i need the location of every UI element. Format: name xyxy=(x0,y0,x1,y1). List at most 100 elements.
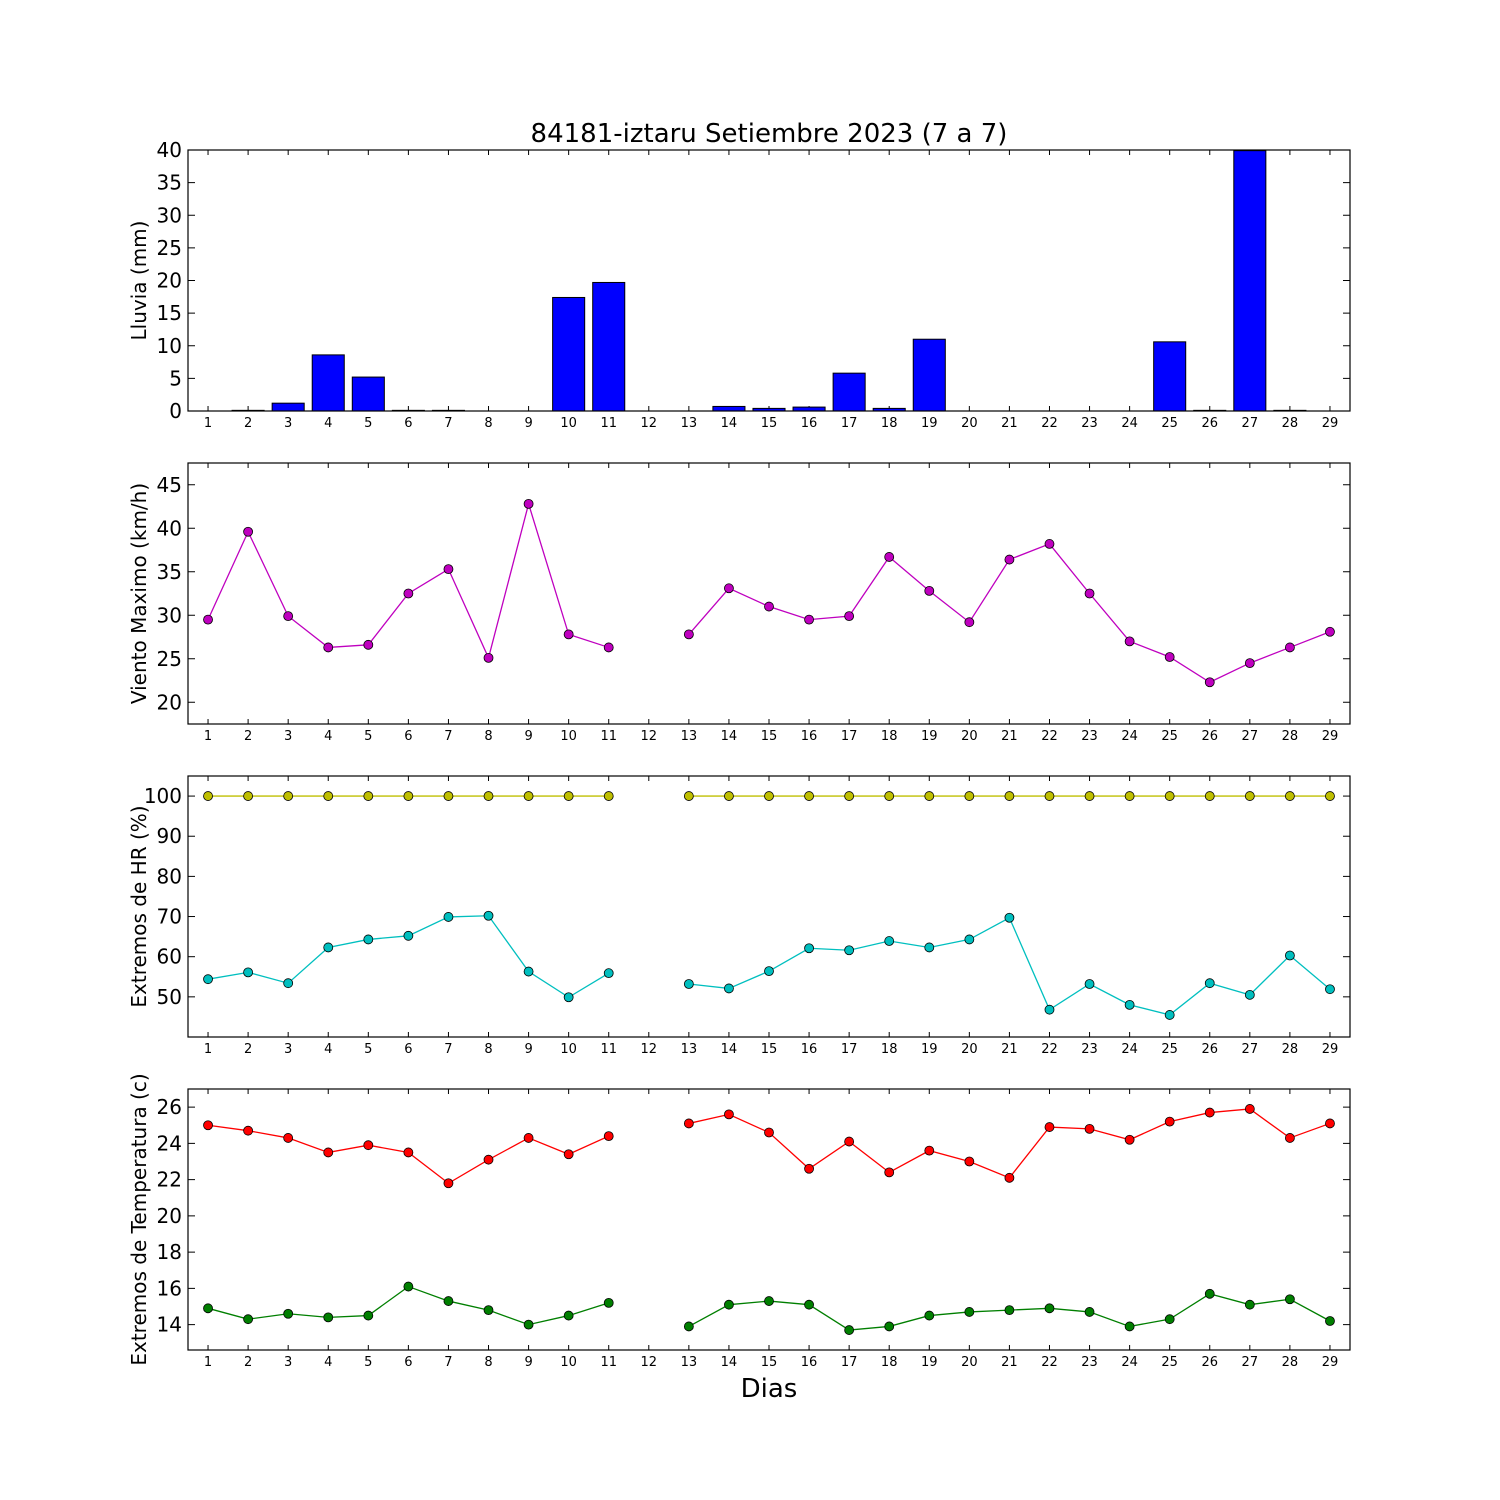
data-point xyxy=(1244,989,1255,1000)
data-point xyxy=(403,1147,414,1158)
x-tick-label: 12 xyxy=(641,1355,658,1370)
x-tick-label: 22 xyxy=(1041,416,1058,431)
data-point xyxy=(323,942,334,953)
y-axis-label: Viento Maximo (km/h) xyxy=(127,483,151,704)
data-point xyxy=(924,942,935,953)
data-point xyxy=(844,791,855,801)
x-tick-label: 23 xyxy=(1081,1355,1098,1370)
data-point xyxy=(884,1167,895,1178)
data-point xyxy=(884,791,895,801)
data-point xyxy=(1204,978,1215,989)
y-tick-label: 20 xyxy=(157,269,182,293)
data-point xyxy=(603,1297,614,1308)
y-tick-label: 40 xyxy=(157,516,182,540)
data-point xyxy=(1044,791,1055,801)
bar xyxy=(832,372,866,412)
data-point xyxy=(1164,1010,1175,1020)
data-point xyxy=(363,1310,374,1321)
data-point xyxy=(1164,1314,1175,1325)
y-tick-label: 0 xyxy=(169,399,182,423)
data-point xyxy=(283,978,294,989)
data-point xyxy=(1004,554,1015,565)
data-point xyxy=(1124,791,1135,801)
x-tick-label: 1 xyxy=(204,1042,212,1057)
y-tick-label: 70 xyxy=(157,905,182,929)
x-tick-label: 27 xyxy=(1242,1355,1259,1370)
bar xyxy=(1153,341,1187,412)
plot-frame xyxy=(187,775,1351,1038)
data-point xyxy=(924,1310,935,1321)
x-tick-label: 3 xyxy=(284,1042,292,1057)
x-tick-label: 19 xyxy=(921,416,938,431)
x-tick-label: 22 xyxy=(1041,1355,1058,1370)
x-tick-label: 19 xyxy=(921,729,938,744)
x-axis-label: Dias xyxy=(741,1374,798,1404)
x-tick-label: 29 xyxy=(1322,729,1339,744)
data-point xyxy=(764,1127,774,1138)
x-tick-label: 26 xyxy=(1201,416,1218,431)
data-point xyxy=(283,1308,294,1319)
bar xyxy=(271,402,305,412)
x-tick-label: 17 xyxy=(841,416,858,431)
x-tick-label: 11 xyxy=(600,416,617,431)
x-tick-label: 8 xyxy=(484,1042,492,1057)
data-point xyxy=(283,1133,294,1143)
data-point xyxy=(1244,791,1255,801)
y-tick-label: 25 xyxy=(157,647,182,671)
data-point xyxy=(1325,1118,1335,1129)
data-point xyxy=(483,1154,494,1165)
data-point xyxy=(1124,636,1135,647)
data-point xyxy=(1204,1288,1215,1299)
data-point xyxy=(1244,1299,1255,1310)
y-axis-label: Extremos de HR (%) xyxy=(127,805,151,1007)
x-tick-label: 24 xyxy=(1121,729,1138,744)
data-point xyxy=(964,617,975,628)
x-tick-label: 29 xyxy=(1322,416,1339,431)
x-tick-label: 15 xyxy=(761,416,778,431)
y-tick-label: 26 xyxy=(157,1095,182,1119)
x-tick-label: 1 xyxy=(204,416,212,431)
data-point xyxy=(443,912,454,922)
x-tick-label: 13 xyxy=(681,416,698,431)
x-tick-label: 16 xyxy=(801,729,818,744)
y-tick-label: 90 xyxy=(157,824,182,848)
data-point xyxy=(764,601,774,612)
x-tick-label: 14 xyxy=(721,1042,738,1057)
x-tick-label: 10 xyxy=(560,1355,577,1370)
data-point xyxy=(1284,950,1295,961)
data-point xyxy=(844,1136,855,1147)
y-axis-label: Extremos de Temperatura (c) xyxy=(127,1073,151,1365)
x-tick-label: 6 xyxy=(404,1355,412,1370)
data-point xyxy=(724,583,734,594)
x-tick-label: 27 xyxy=(1242,729,1259,744)
data-point xyxy=(1004,1305,1015,1316)
data-point xyxy=(403,1281,414,1292)
data-point xyxy=(483,910,494,921)
x-tick-label: 25 xyxy=(1161,1355,1178,1370)
data-point xyxy=(1084,588,1095,599)
data-point xyxy=(323,1147,334,1158)
x-tick-label: 14 xyxy=(721,729,738,744)
data-point xyxy=(964,934,975,945)
y-tick-label: 100 xyxy=(144,784,182,808)
x-tick-label: 11 xyxy=(600,1042,617,1057)
y-tick-label: 80 xyxy=(157,864,182,888)
data-point xyxy=(924,791,935,801)
data-point xyxy=(844,611,855,622)
data-point xyxy=(443,1296,454,1306)
data-point xyxy=(483,652,494,663)
x-tick-label: 5 xyxy=(364,416,372,431)
data-point xyxy=(844,945,855,956)
y-tick-label: 18 xyxy=(157,1240,182,1264)
data-point xyxy=(804,1163,814,1174)
data-point xyxy=(523,1319,534,1330)
y-tick-label: 60 xyxy=(157,945,182,969)
y-tick-label: 10 xyxy=(157,334,182,358)
x-tick-label: 4 xyxy=(324,1355,332,1370)
x-tick-label: 21 xyxy=(1001,729,1018,744)
data-point xyxy=(1084,979,1095,989)
x-tick-label: 3 xyxy=(284,1355,292,1370)
data-point xyxy=(1164,1116,1175,1127)
data-point xyxy=(884,552,895,562)
y-axis-label: Lluvia (mm) xyxy=(127,221,151,341)
